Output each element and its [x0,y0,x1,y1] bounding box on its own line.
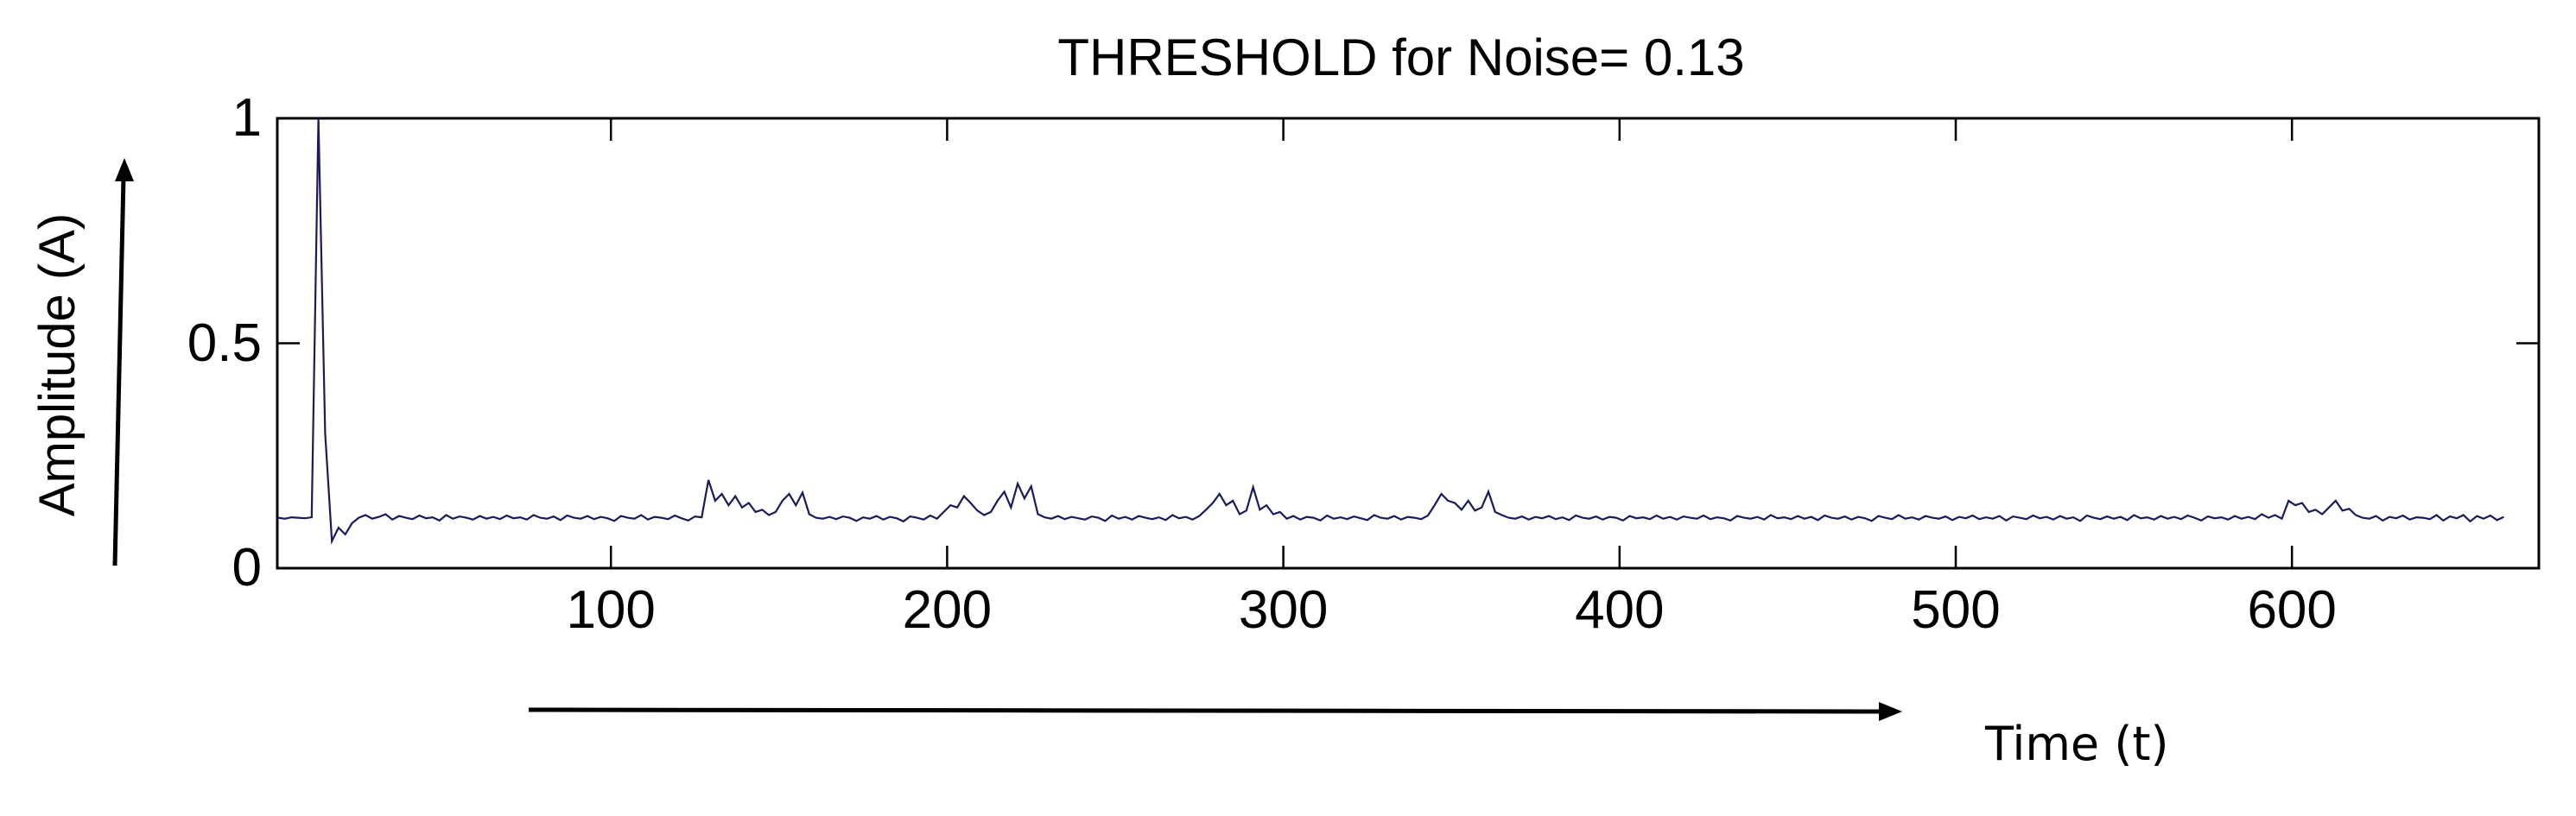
x-tick-label: 200 [902,580,993,640]
y-tick-label: 0.5 [187,313,262,373]
x-tick-label: 300 [1238,580,1329,640]
x-axis-label: Time (t) [1985,717,2169,771]
signal-line [277,117,2504,545]
y-direction-arrow-icon [112,158,134,566]
y-axis-label: Amplitude (A) [29,212,86,516]
plot-frame [276,117,2541,570]
chart-title: THRESHOLD for Noise= 0.13 [1057,28,1745,86]
y-tick-label: 1 [232,88,262,148]
x-tick-label: 600 [2247,580,2337,640]
x-tick-label: 400 [1575,580,1665,640]
x-direction-arrow-icon [528,702,1902,721]
axis-ticks [277,118,2539,568]
x-tick-label: 500 [1911,580,2001,640]
x-tick-label: 100 [566,580,656,640]
y-tick-label: 0 [232,538,262,598]
